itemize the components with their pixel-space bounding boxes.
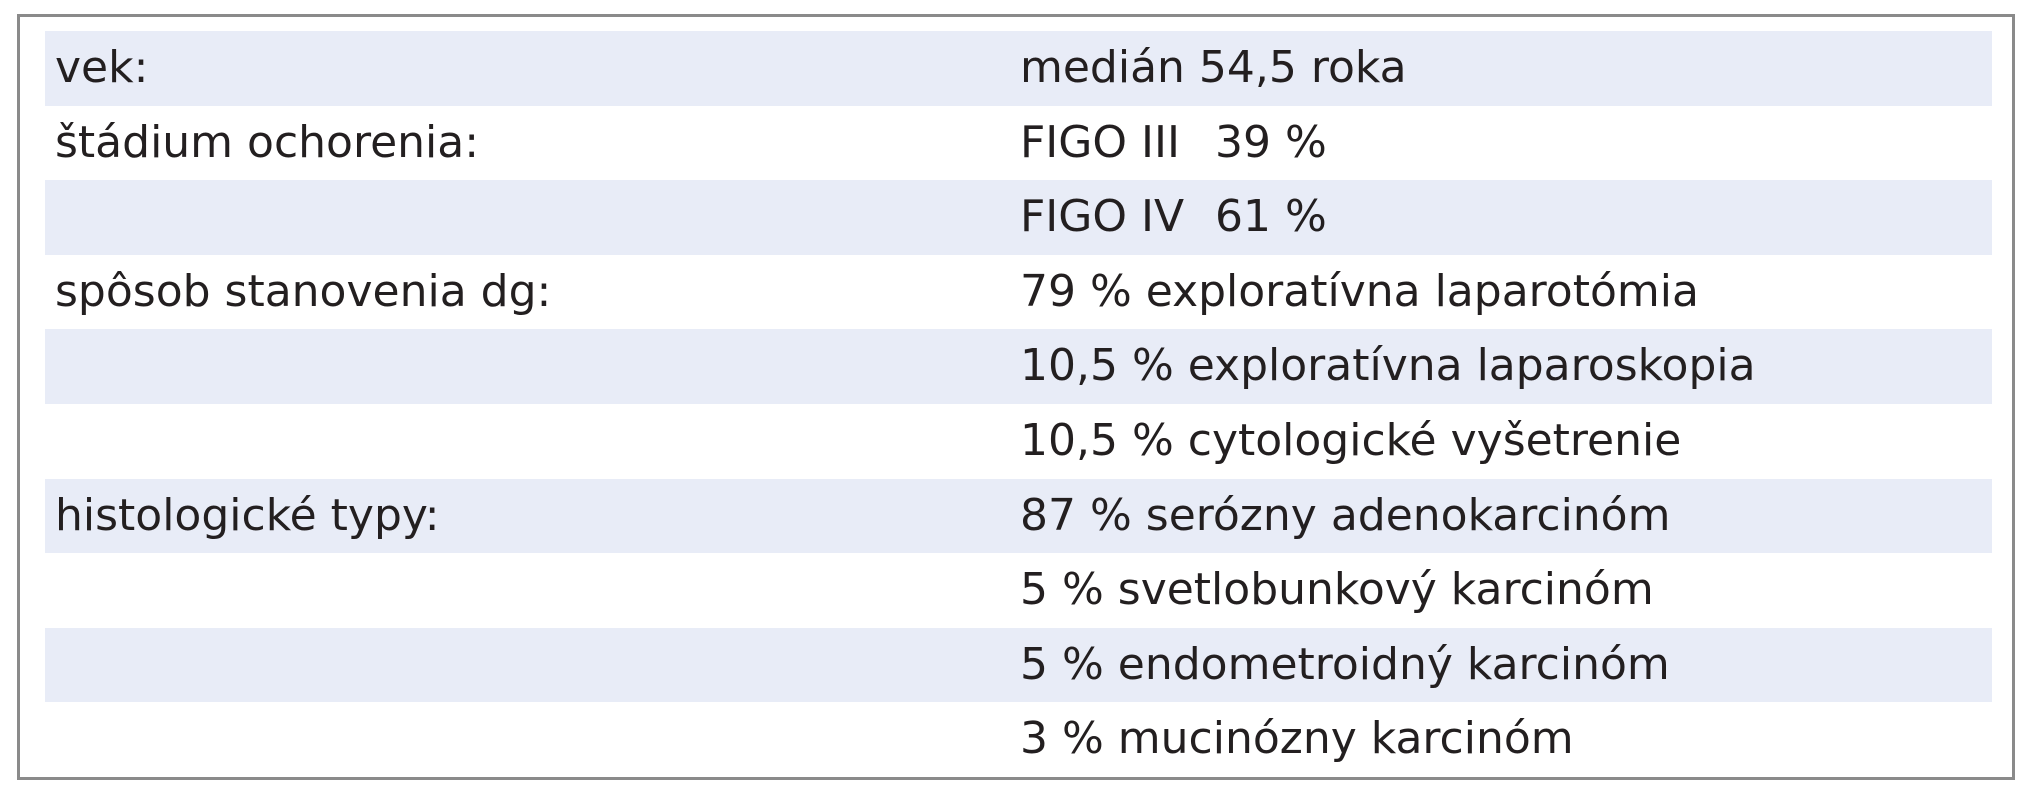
table-row: 5 % svetlobunkový karcinóm	[45, 553, 1992, 628]
figo-stage: FIGO III	[1020, 116, 1180, 168]
row-label: histologické typy:	[55, 489, 440, 541]
table-row: 5 % endometroidný karcinóm	[45, 627, 1992, 703]
row-label: spôsob stanovenia dg:	[55, 265, 552, 317]
table-row: FIGO IV 61 %	[45, 180, 1992, 255]
table-row: spôsob stanovenia dg: 79 % exploratívna …	[45, 255, 1992, 330]
row-value: FIGO IV 61 %	[1020, 180, 1327, 255]
figo-stage: FIGO IV	[1020, 191, 1185, 243]
row-label: štádium ochorenia:	[55, 116, 480, 168]
table-row: 10,5 % cytologické vyšetrenie	[45, 404, 1992, 479]
table-row: štádium ochorenia: FIGO III 39 %	[45, 106, 1992, 181]
table-row: histologické typy: 87 % serózny adenokar…	[45, 478, 1992, 554]
row-value: 10,5 % cytologické vyšetrenie	[1020, 414, 1682, 466]
row-value: FIGO III 39 %	[1020, 106, 1327, 181]
row-value: 3 % mucinózny karcinóm	[1020, 713, 1574, 765]
row-value: 79 % exploratívna laparotómia	[1020, 265, 1699, 317]
table-row: vek: medián 54,5 roka	[45, 31, 1992, 106]
table-frame: vek: medián 54,5 roka štádium ochorenia:…	[17, 14, 2015, 780]
row-value: 87 % serózny adenokarcinóm	[1020, 489, 1671, 541]
stage-percent: 61 %	[1215, 191, 1327, 243]
table-row: 3 % mucinózny karcinóm	[45, 702, 1992, 777]
row-value: 5 % endometroidný karcinóm	[1020, 638, 1670, 690]
row-value: 5 % svetlobunkový karcinóm	[1020, 564, 1654, 616]
stage-percent: 39 %	[1215, 116, 1327, 168]
row-label: vek:	[55, 42, 149, 93]
row-value: 10,5 % exploratívna laparoskopia	[1020, 340, 1756, 392]
row-value: medián 54,5 roka	[1020, 42, 1407, 93]
table-row: 10,5 % exploratívna laparoskopia	[45, 329, 1992, 404]
patient-characteristics-table: vek: medián 54,5 roka štádium ochorenia:…	[45, 31, 1992, 777]
